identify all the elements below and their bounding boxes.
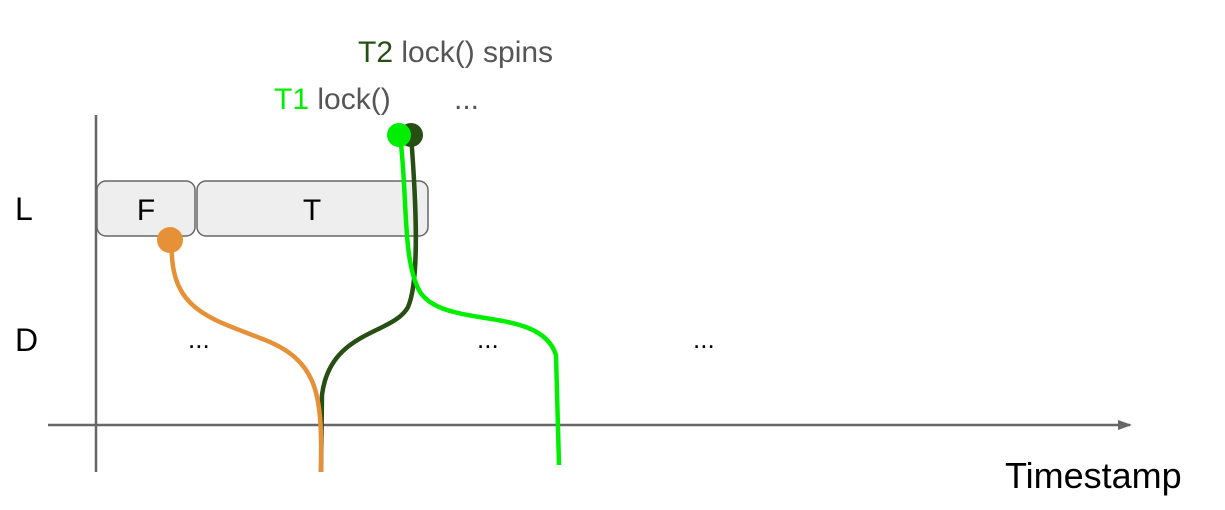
x-axis-label: Timestamp	[1005, 455, 1182, 496]
row-label-l: L	[15, 191, 33, 227]
orange-curve	[169, 239, 324, 473]
t1-start-dot	[387, 123, 411, 147]
t2-label: T2 lock() spins	[358, 36, 553, 69]
ellipsis-1: ...	[188, 324, 210, 354]
t1-label: T1 lock()	[274, 83, 391, 116]
ellipsis-2: ...	[477, 324, 499, 354]
t2-curve	[318, 134, 419, 473]
t1-curve	[397, 134, 562, 466]
row-label-d: D	[15, 322, 38, 358]
block-f-label: F	[137, 194, 155, 227]
block-t-label: T	[303, 194, 321, 227]
block-f	[96, 180, 196, 237]
orange-start-dot	[157, 227, 183, 253]
ellipsis-3: ...	[693, 324, 715, 354]
block-t	[196, 180, 429, 237]
t1-ellipsis: ...	[454, 83, 479, 116]
